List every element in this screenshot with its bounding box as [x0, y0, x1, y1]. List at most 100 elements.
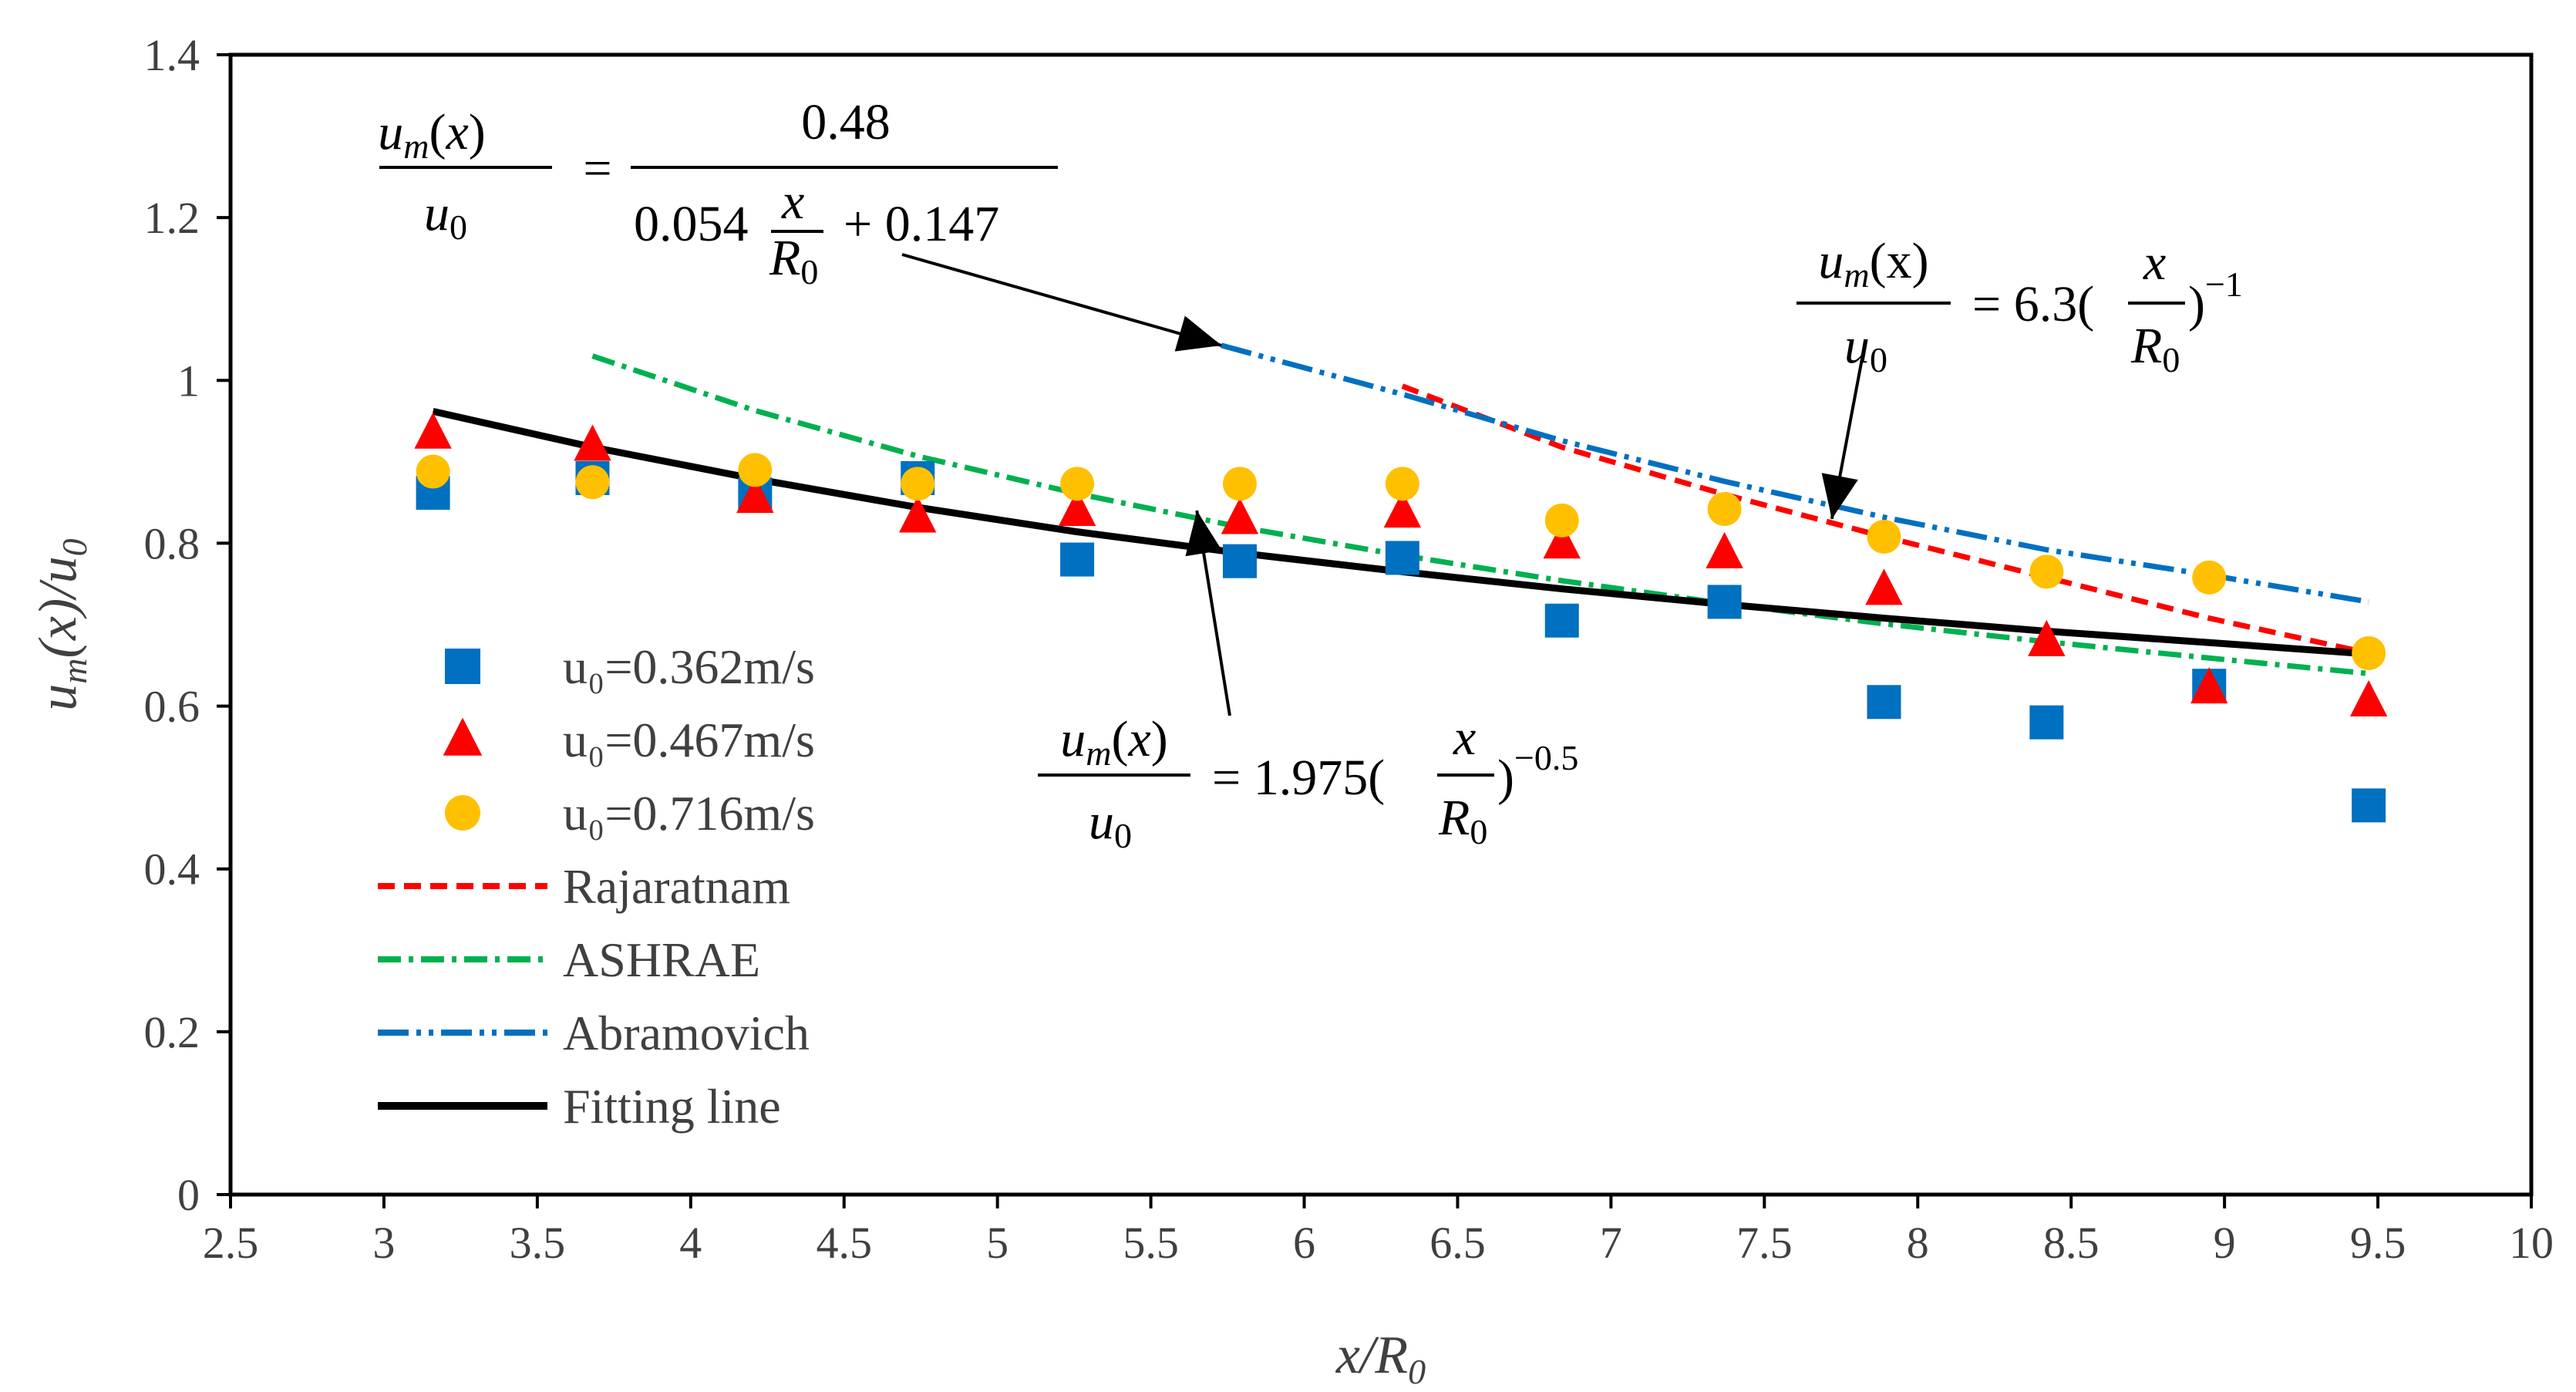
data-point-circle [1544, 503, 1579, 538]
data-point-circle [575, 465, 610, 500]
x-tick-label: 9.5 [2350, 1218, 2406, 1268]
annotation-arrow [901, 253, 1223, 347]
legend-item: Fitting line [378, 1079, 781, 1134]
x-tick-label: 8.5 [2043, 1218, 2100, 1268]
svg-text:x: x [2143, 234, 2166, 291]
x-axis-title: x/R0 [1335, 1326, 1426, 1391]
svg-text:x: x [1453, 709, 1476, 766]
y-tick-label: 0 [177, 1170, 200, 1220]
series-line-ashrae [591, 353, 2369, 676]
legend-label: ASHRAE [563, 932, 760, 987]
svg-text:um(x): um(x) [1060, 711, 1168, 773]
svg-text:+ 0.147: + 0.147 [844, 196, 999, 252]
svg-text:x: x [781, 174, 804, 230]
data-point-circle [738, 453, 773, 487]
data-point-triangle [2190, 667, 2228, 704]
y-tick-label: 1.2 [144, 193, 200, 243]
data-point-triangle [2349, 679, 2388, 717]
data-point-triangle [574, 424, 611, 461]
legend-label: Fitting line [563, 1079, 781, 1134]
annotation-arrowhead [1821, 473, 1858, 519]
plot-area [228, 52, 2534, 1197]
data-point-triangle [899, 496, 937, 533]
data-point-triangle [414, 412, 452, 449]
data-point-circle [2192, 560, 2227, 595]
svg-text:0.48: 0.48 [801, 94, 891, 150]
x-tick-label: 4 [679, 1218, 702, 1268]
data-point-circle [1222, 467, 1257, 501]
data-point-circle [2029, 554, 2064, 589]
legend-label: u₀=0.467m/s [563, 713, 815, 767]
data-point-circle [2352, 635, 2386, 670]
data-point-square [1544, 603, 1579, 638]
svg-text:=: = [583, 140, 611, 197]
legend-item: u₀=0.362m/s [445, 639, 815, 694]
data-point-circle [901, 467, 935, 501]
y-tick-label: 1 [177, 356, 200, 406]
x-tick-label: 5 [986, 1218, 1009, 1268]
y-tick-label: 0.6 [144, 682, 200, 732]
y-tick-label: 0.2 [144, 1007, 200, 1057]
x-tick-label: 7.5 [1736, 1218, 1793, 1268]
data-point-triangle [2028, 619, 2066, 656]
svg-text:u0: u0 [1089, 794, 1132, 855]
legend-marker-circle [445, 795, 480, 831]
x-tick-label: 10 [2509, 1218, 2554, 1268]
y-tick-label: 0.4 [144, 844, 200, 895]
legend: u₀=0.362m/s u₀=0.467m/s u₀=0.716m/s Rajarat… [378, 639, 815, 1134]
x-tick-label: 5.5 [1123, 1218, 1179, 1268]
x-axis: 2.5 3 3.5 4 4.5 5 5.5 6 6.5 7 7.5 8 8.5 9 9.5 10 [203, 1195, 2554, 1268]
x-tick-label: 6.5 [1429, 1218, 1486, 1268]
legend-item: u₀=0.716m/s [445, 786, 815, 841]
x-tick-label: 7 [1600, 1218, 1622, 1268]
y-axis-title: um(x)/u0 [29, 538, 94, 710]
data-point-square [1222, 544, 1257, 578]
data-point-square [1867, 685, 1901, 720]
x-tick-label: 3.5 [510, 1218, 566, 1268]
y-axis: 0 0.2 0.4 0.6 0.8 1 1.2 1.4 [144, 30, 231, 1220]
equation-fitting: um(x) u0 = 1.975( x R0 )−0.5 [1038, 709, 1578, 855]
series-markers [414, 412, 2388, 823]
data-point-circle [1385, 467, 1419, 501]
x-tick-label: 2.5 [203, 1218, 259, 1268]
data-point-triangle [1865, 568, 1903, 605]
y-tick-label: 0.8 [144, 518, 200, 568]
data-point-square [1060, 542, 1095, 577]
legend-item: ASHRAE [378, 932, 760, 987]
data-point-triangle [1543, 522, 1581, 559]
legend-item: Abramovich [378, 1006, 810, 1060]
data-point-triangle [1706, 531, 1743, 568]
svg-text:um(x): um(x) [1818, 233, 1928, 295]
legend-item: u₀=0.467m/s [443, 713, 815, 767]
data-point-square [2352, 788, 2386, 823]
annotation-arrows [901, 253, 1864, 716]
legend-label: Rajaratnam [563, 859, 790, 914]
svg-text:um(x): um(x) [378, 104, 486, 166]
y-tick-label: 1.4 [144, 30, 200, 80]
data-point-circle [1060, 467, 1095, 501]
svg-text:= 6.3(: = 6.3( [1972, 276, 2094, 332]
svg-text:0.054: 0.054 [634, 196, 749, 252]
equation-ashrae: um(x) u0 = 0.48 0.054 x R0 + 0.147 [378, 94, 1058, 292]
annotation-arrowhead [1185, 511, 1222, 557]
data-point-triangle [1383, 491, 1422, 528]
legend-label: u₀=0.716m/s [563, 786, 815, 841]
data-point-square [2029, 705, 2064, 740]
x-tick-label: 8 [1907, 1218, 1929, 1268]
svg-text:R0: R0 [2130, 318, 2180, 379]
data-point-circle [1707, 492, 1742, 527]
equation-abramovich: um(x) u0 = 6.3( x R0 )−1 [1796, 233, 2243, 379]
data-point-triangle [1221, 497, 1259, 534]
data-point-square [1385, 541, 1419, 575]
legend-label: Abramovich [563, 1006, 810, 1060]
data-point-triangle [736, 477, 774, 514]
data-point-circle [416, 454, 450, 489]
series-line-abramovich [1221, 342, 2369, 605]
legend-label: u₀=0.362m/s [563, 639, 815, 694]
data-point-square [1707, 585, 1742, 619]
legend-item: Rajaratnam [378, 859, 790, 914]
svg-text:= 1.975(: = 1.975( [1212, 750, 1385, 806]
annotation-arrowhead [1174, 315, 1222, 352]
legend-marker-triangle [443, 717, 483, 756]
